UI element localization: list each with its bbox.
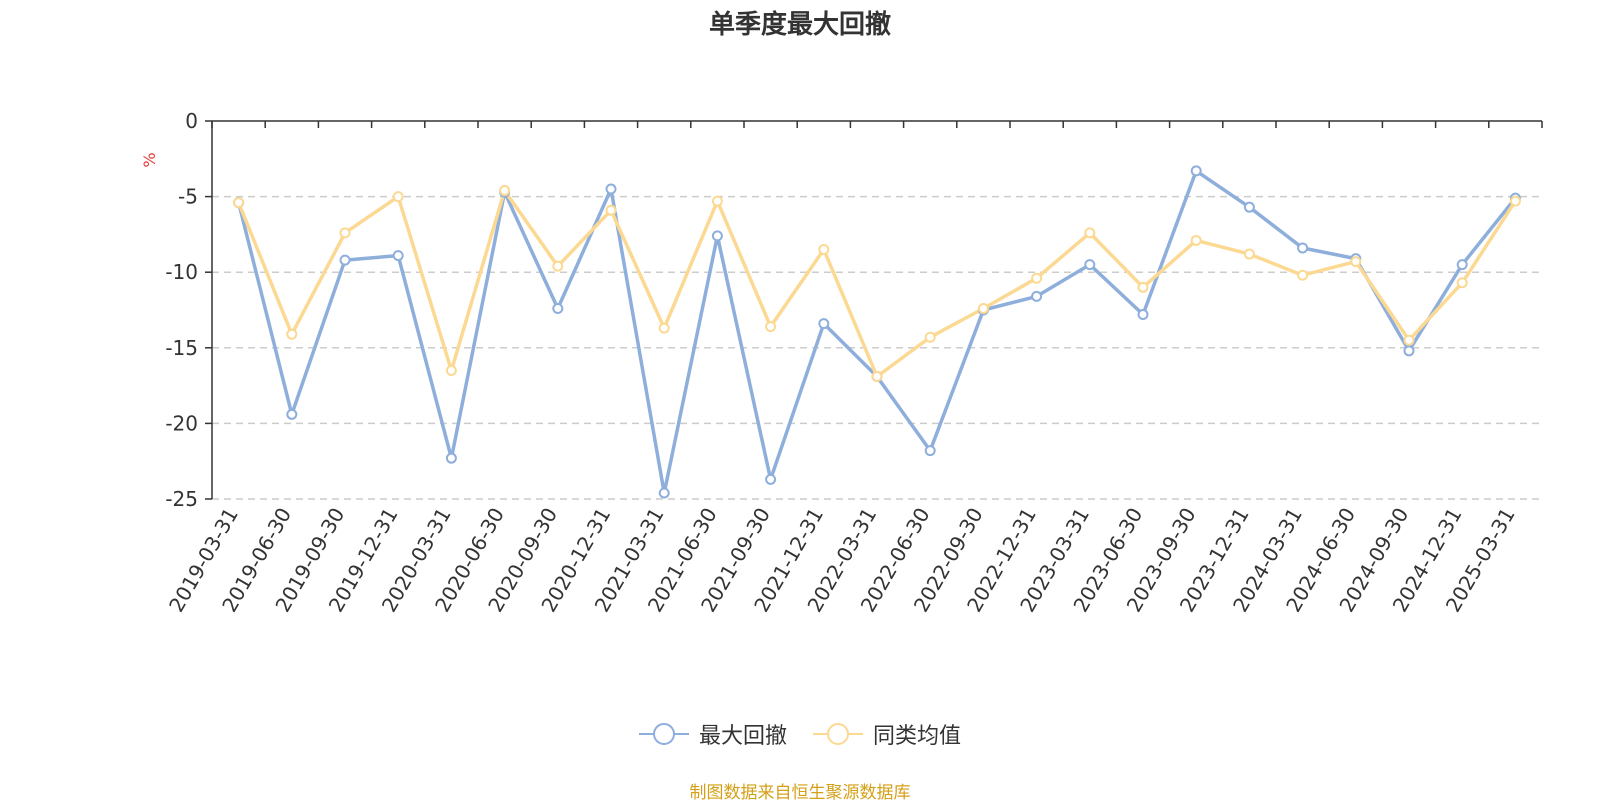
series-lines xyxy=(233,165,1521,499)
data-point-series-2 xyxy=(1456,277,1468,289)
data-point-series-2 xyxy=(765,321,777,333)
data-point-series-2 xyxy=(392,191,404,203)
tick-labels: 0-5-10-15-20-252019-03-312019-06-302019-… xyxy=(164,109,1520,616)
data-point-series-2 xyxy=(1509,195,1521,207)
data-point-series-2 xyxy=(499,185,511,197)
data-point-series-2 xyxy=(711,195,723,207)
y-tick-label: -10 xyxy=(165,260,198,284)
data-point-series-2 xyxy=(233,197,245,209)
data-point-series-2 xyxy=(871,371,883,383)
data-point-series-2 xyxy=(1403,334,1415,346)
y-tick-label: -5 xyxy=(178,185,198,209)
legend-label: 同类均值 xyxy=(873,724,962,749)
y-tick-label: -20 xyxy=(165,411,198,435)
data-point-series-1 xyxy=(392,250,404,262)
data-point-series-1 xyxy=(1031,290,1043,302)
data-point-series-1 xyxy=(445,452,457,464)
data-point-series-1 xyxy=(711,230,723,242)
y-tick-label: -15 xyxy=(165,336,198,360)
data-point-series-2 xyxy=(1350,256,1362,268)
chart-title: 单季度最大回撤 xyxy=(708,10,891,40)
data-point-series-1 xyxy=(765,473,777,485)
data-point-series-1 xyxy=(818,318,830,330)
series-line-2 xyxy=(236,188,1517,379)
data-point-series-1 xyxy=(1137,309,1149,321)
data-point-series-1 xyxy=(605,183,617,195)
y-tick-label: 0 xyxy=(185,109,198,133)
legend-marker-icon xyxy=(813,722,863,746)
data-point-series-2 xyxy=(445,364,457,376)
y-tick-label: -25 xyxy=(165,487,198,511)
data-point-series-1 xyxy=(658,487,670,499)
data-point-series-2 xyxy=(924,331,936,343)
data-point-series-1 xyxy=(1243,201,1255,213)
data-point-series-1 xyxy=(339,254,351,266)
data-point-series-1 xyxy=(924,445,936,457)
data-point-series-2 xyxy=(1084,227,1096,239)
data-point-series-2 xyxy=(1190,234,1202,246)
data-point-series-2 xyxy=(1297,269,1309,281)
data-point-series-2 xyxy=(1137,281,1149,293)
y-axis-unit-label: % xyxy=(140,152,159,167)
data-point-series-1 xyxy=(1190,165,1202,177)
axes xyxy=(205,120,1543,500)
data-point-series-2 xyxy=(605,204,617,216)
series-line-1 xyxy=(236,169,1517,495)
data-point-series-2 xyxy=(977,302,989,314)
legend: 最大回撤 同类均值 xyxy=(0,718,1600,750)
source-note: 制图数据来自恒生聚源数据库 xyxy=(689,783,911,803)
data-point-series-2 xyxy=(658,322,670,334)
data-point-series-2 xyxy=(818,244,830,256)
data-point-series-2 xyxy=(1243,248,1255,260)
data-point-series-2 xyxy=(286,328,298,340)
data-point-series-1 xyxy=(286,408,298,420)
data-point-series-2 xyxy=(1031,272,1043,284)
data-point-series-1 xyxy=(1456,259,1468,271)
grid-lines xyxy=(212,195,1542,500)
legend-marker-icon xyxy=(638,722,689,746)
legend-item-2[interactable]: 同类均值 xyxy=(813,718,961,750)
legend-item-1[interactable]: 最大回撤 xyxy=(638,718,787,750)
legend-label: 最大回撤 xyxy=(698,724,787,749)
data-point-series-1 xyxy=(1297,242,1309,254)
data-point-series-1 xyxy=(1403,345,1415,357)
data-point-series-2 xyxy=(552,260,564,272)
data-point-series-2 xyxy=(339,227,351,239)
data-point-series-1 xyxy=(552,302,564,314)
data-point-series-1 xyxy=(1084,259,1096,271)
